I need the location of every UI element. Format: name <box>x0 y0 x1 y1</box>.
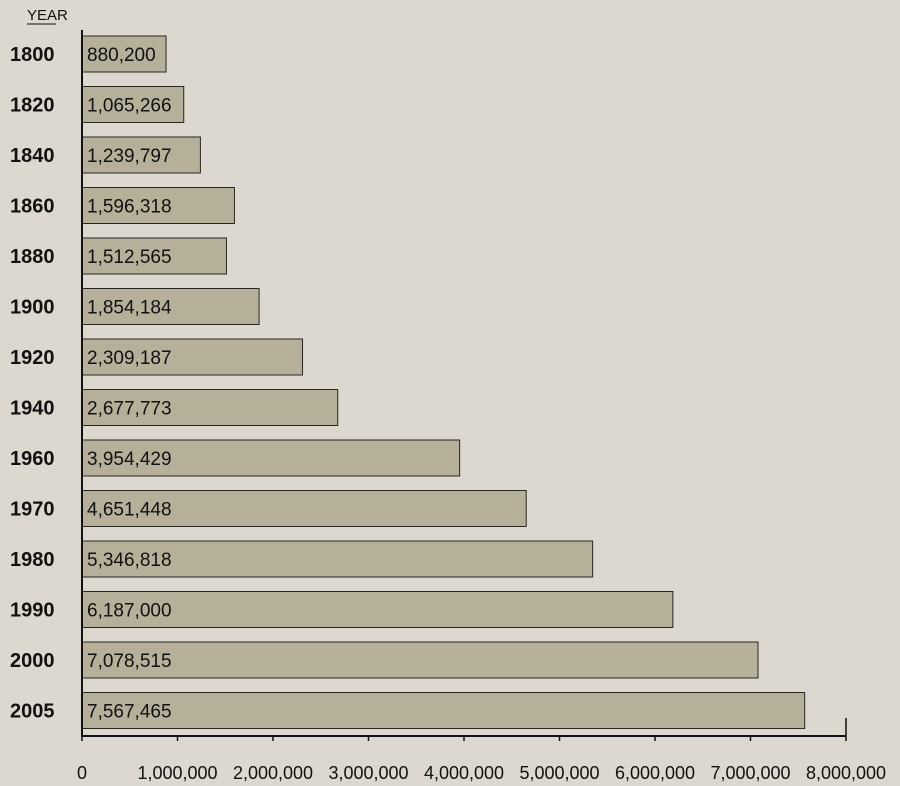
bar-value-label-2000: 7,078,515 <box>87 651 172 672</box>
category-label-1960: 1960 <box>10 448 55 470</box>
bar-value-label-1920: 2,309,187 <box>87 348 172 369</box>
bar-value-label-1980: 5,346,818 <box>87 550 172 571</box>
bar-value-label-1940: 2,677,773 <box>87 399 172 420</box>
category-label-1900: 1900 <box>10 297 55 319</box>
bar-1840 <box>81 136 201 174</box>
category-label-1920: 1920 <box>10 347 55 369</box>
category-label-1970: 1970 <box>10 499 55 521</box>
category-label-1990: 1990 <box>10 600 55 622</box>
category-label-2005: 2005 <box>10 701 55 723</box>
bar-value-label-1820: 1,065,266 <box>87 96 172 117</box>
category-labels-group: 1800 1820 1840 1860 1880 1900 1920 1940 1960 1970… <box>10 44 55 723</box>
bar-1970 <box>81 490 527 527</box>
x-tick-label-8: 8,000,000 <box>806 763 886 783</box>
x-tick-label-2: 2,000,000 <box>233 763 313 783</box>
category-label-1880: 1880 <box>10 246 55 268</box>
bar-value-label-2005: 7,567,465 <box>87 702 172 723</box>
x-tick-label-1: 1,000,000 <box>137 763 217 783</box>
bars-group: 880,200 1,065,266 1,239,797 1,596,318 1,512,… <box>81 35 806 729</box>
y-axis-title: YEAR <box>27 7 68 24</box>
bar-value-label-1900: 1,854,184 <box>87 298 172 319</box>
x-tick-label-4: 4,000,000 <box>424 763 504 783</box>
bar-1940 <box>81 389 339 426</box>
category-label-1940: 1940 <box>10 398 55 420</box>
bar-value-label-1800: 880,200 <box>87 45 156 66</box>
x-tick-label-3: 3,000,000 <box>328 763 408 783</box>
bar-value-label-1990: 6,187,000 <box>87 601 172 622</box>
bar-value-label-1960: 3,954,429 <box>87 449 172 470</box>
category-label-1860: 1860 <box>10 196 55 218</box>
bar-value-label-1840: 1,239,797 <box>87 146 172 167</box>
bar-1900 <box>81 288 260 325</box>
category-label-2000: 2000 <box>10 650 55 672</box>
bar-value-label-1970: 4,651,448 <box>87 500 172 521</box>
x-tick-label-6: 6,000,000 <box>615 763 695 783</box>
category-label-1820: 1820 <box>10 95 55 117</box>
category-label-1840: 1840 <box>10 145 55 167</box>
bar-value-label-1880: 1,512,565 <box>87 247 172 268</box>
bar-value-label-1860: 1,596,318 <box>87 197 172 218</box>
y-axis-title-group: YEAR <box>27 7 68 25</box>
x-tick-label-0: 0 <box>77 763 87 783</box>
x-ticks-group: 0 1,000,000 2,000,000 3,000,000 4,000,000 5,0… <box>77 718 886 783</box>
category-label-1980: 1980 <box>10 549 55 571</box>
bar-2000 <box>81 641 759 679</box>
x-tick-label-5: 5,000,000 <box>519 763 599 783</box>
bar-1800 <box>81 35 167 73</box>
bar-1980 <box>81 540 594 578</box>
bar-1820 <box>81 86 185 123</box>
x-tick-label-7: 7,000,000 <box>710 763 790 783</box>
bar-1990 <box>81 591 674 628</box>
bar-2005 <box>81 692 806 729</box>
axes-group <box>81 30 846 737</box>
bar-1860 <box>81 187 235 224</box>
category-label-1800: 1800 <box>10 44 55 66</box>
